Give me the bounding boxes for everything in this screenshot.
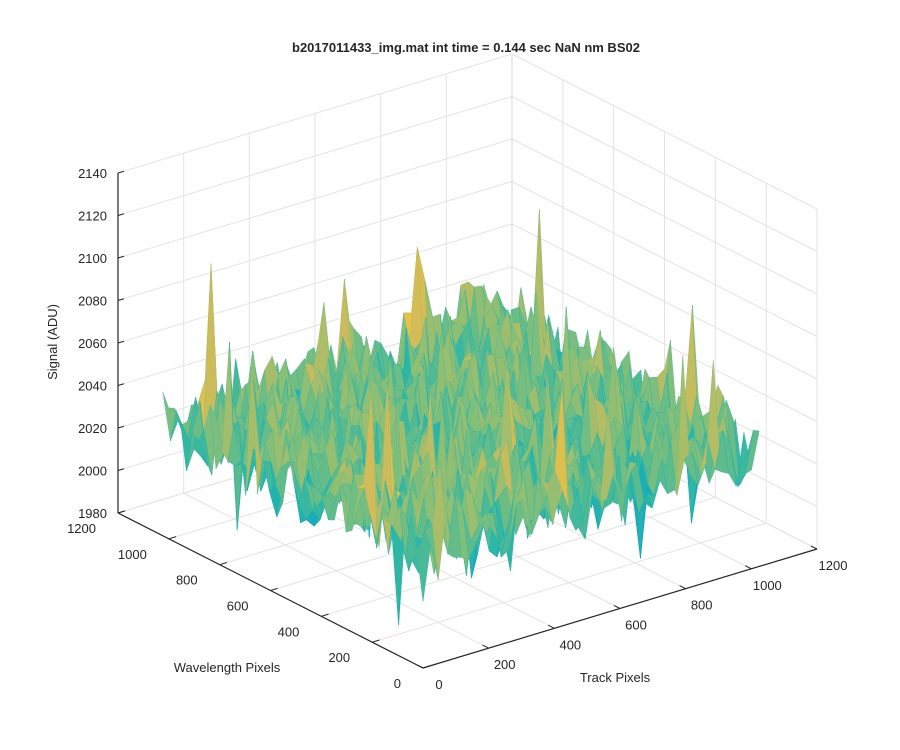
z-tick-label: 2120 <box>78 209 107 224</box>
y-axis-ticks: 0 200 400 600 800 1000 1200 <box>67 510 431 691</box>
z-axis-label: Signal (ADU) <box>45 304 60 380</box>
y-tick-mark <box>270 587 278 591</box>
z-tick-mark <box>117 383 125 386</box>
z-tick-mark <box>117 255 125 259</box>
y-axis-label: Wavelength Pixels <box>174 660 281 675</box>
x-axis-label: Track Pixels <box>580 670 651 685</box>
x-tick-label: 400 <box>559 637 581 652</box>
z-tick-label: 2100 <box>78 251 107 266</box>
z-axis-ticks: 1980 2000 2020 2040 2060 2080 2100 2120 2140 <box>78 166 125 521</box>
z-tick-mark <box>117 468 125 471</box>
x-axis-ticks: 0 200 400 600 800 1000 1200 <box>416 545 848 692</box>
x-tick-mark <box>482 644 489 649</box>
signal-surface <box>162 209 760 625</box>
z-tick-label: 2060 <box>78 336 107 351</box>
x-tick-mark <box>810 545 818 550</box>
y-tick-label: 400 <box>278 624 300 639</box>
z-tick-mark <box>117 213 125 216</box>
z-tick-label: 2140 <box>78 166 107 181</box>
y-tick-mark <box>422 665 431 669</box>
z-tick-label: 2080 <box>78 294 107 309</box>
x-tick-mark <box>745 565 752 570</box>
z-tick-label: 2040 <box>78 379 107 394</box>
x-tick-label: 800 <box>691 598 713 613</box>
y-tick-mark <box>219 562 228 566</box>
z-tick-mark <box>117 340 125 344</box>
y-tick-label: 1000 <box>118 547 147 562</box>
y-tick-mark <box>321 613 329 617</box>
x-tick-label: 1000 <box>753 578 782 593</box>
x-tick-mark <box>613 604 621 609</box>
x-tick-mark <box>679 585 686 590</box>
z-tick-label: 1980 <box>78 506 107 521</box>
y-tick-label: 800 <box>176 573 198 588</box>
z-tick-mark <box>117 510 125 514</box>
x-tick-label: 600 <box>625 618 647 633</box>
z-tick-mark <box>117 298 125 301</box>
y-tick-label: 1200 <box>67 521 96 536</box>
z-tick-label: 2020 <box>78 421 107 436</box>
y-tick-mark <box>168 536 177 540</box>
z-tick-mark <box>117 425 125 429</box>
x-tick-label: 1200 <box>819 558 848 573</box>
x-tick-mark <box>416 664 424 669</box>
z-tick-mark <box>117 170 125 174</box>
z-tick-label: 2000 <box>78 464 107 479</box>
y-tick-mark <box>372 639 380 643</box>
y-tick-label: 200 <box>328 650 350 665</box>
y-tick-label: 600 <box>227 599 249 614</box>
y-tick-label: 0 <box>394 676 401 691</box>
x-tick-mark <box>548 624 555 629</box>
x-tick-label: 0 <box>435 677 442 692</box>
chart-title: b2017011433_img.mat int time = 0.144 sec… <box>292 40 640 55</box>
surface-patch <box>745 430 760 475</box>
x-tick-label: 200 <box>494 657 516 672</box>
